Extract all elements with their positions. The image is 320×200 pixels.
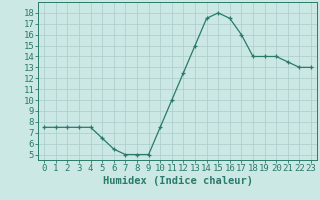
X-axis label: Humidex (Indice chaleur): Humidex (Indice chaleur) [103, 176, 252, 186]
